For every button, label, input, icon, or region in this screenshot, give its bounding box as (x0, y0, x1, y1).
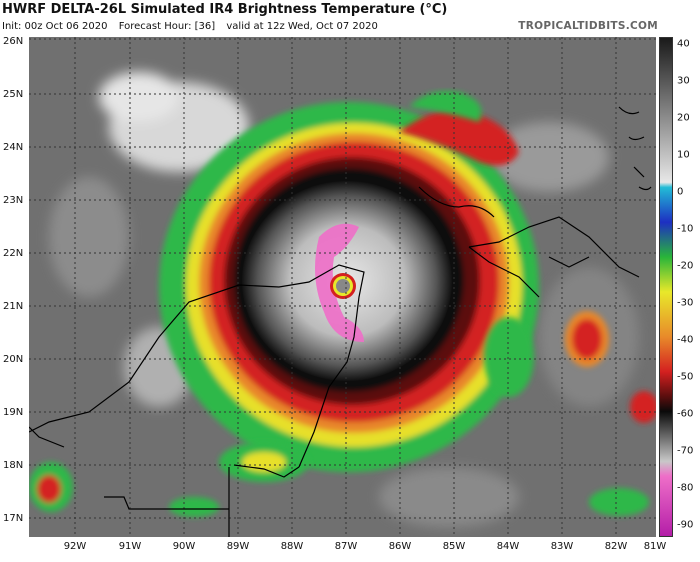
colorbar-tick-label: 10 (677, 149, 690, 161)
colorbar-tick-label: 30 (677, 75, 690, 87)
brand-watermark: TROPICALTIDBITS.COM (518, 20, 658, 32)
colorbar-tick-label: -90 (677, 519, 694, 531)
lon-label: 90W (172, 541, 196, 552)
colorbar-tick-label: -80 (677, 482, 694, 494)
init-time: Init: 00z Oct 06 2020 (2, 21, 108, 32)
valid-time: valid at 12z Wed, Oct 07 2020 (226, 21, 378, 32)
coastlines (29, 106, 652, 537)
north-band (399, 109, 519, 166)
lat-label: 17N (3, 513, 24, 524)
colorbar-tick-label: -70 (677, 445, 694, 457)
eye (336, 279, 350, 293)
lat-label: 26N (3, 36, 24, 47)
map-svg (29, 37, 656, 537)
colorbar-tick-label: -60 (677, 408, 694, 420)
lat-label: 18N (3, 460, 24, 471)
lon-label: 89W (226, 541, 250, 552)
coldest-tops (315, 223, 364, 342)
outer-convection (29, 311, 656, 517)
lat-lon-grid (29, 37, 656, 537)
colorbar-tick-label: -20 (677, 260, 694, 272)
lon-label: 84W (496, 541, 520, 552)
lat-label: 24N (3, 142, 24, 153)
colorbar-tick-label: 20 (677, 112, 690, 124)
lon-label: 81W (643, 541, 667, 552)
colorbar-tick-label: -50 (677, 371, 694, 383)
lon-label: 83W (550, 541, 574, 552)
lon-label: 86W (388, 541, 412, 552)
lon-label: 88W (280, 541, 304, 552)
north-band-edge (409, 91, 482, 122)
lat-label: 22N (3, 248, 24, 259)
satellite-map (29, 37, 656, 537)
chart-title: HWRF DELTA-26L Simulated IR4 Brightness … (2, 2, 448, 17)
lat-label: 20N (3, 354, 24, 365)
colorbar-tick-label: 40 (677, 38, 690, 50)
lat-label: 25N (3, 89, 24, 100)
temperature-colorbar (659, 37, 673, 537)
colorbar-tick-label: -40 (677, 334, 694, 346)
subtitle: Init: 00z Oct 06 2020 Forecast Hour: [36… (2, 21, 386, 32)
colorbar-tick-label: -30 (677, 297, 694, 309)
colorbar-tick-label: -10 (677, 223, 694, 235)
lon-label: 91W (118, 541, 142, 552)
lat-label: 23N (3, 195, 24, 206)
colorbar-tick-label: 0 (677, 186, 684, 198)
lon-label: 85W (442, 541, 466, 552)
forecast-hour: Forecast Hour: [36] (118, 21, 216, 32)
lat-label: 21N (3, 301, 24, 312)
lat-label: 19N (3, 407, 24, 418)
lon-label: 87W (334, 541, 358, 552)
lon-label: 92W (63, 541, 87, 552)
lon-label: 82W (604, 541, 628, 552)
header: HWRF DELTA-26L Simulated IR4 Brightness … (0, 0, 700, 36)
